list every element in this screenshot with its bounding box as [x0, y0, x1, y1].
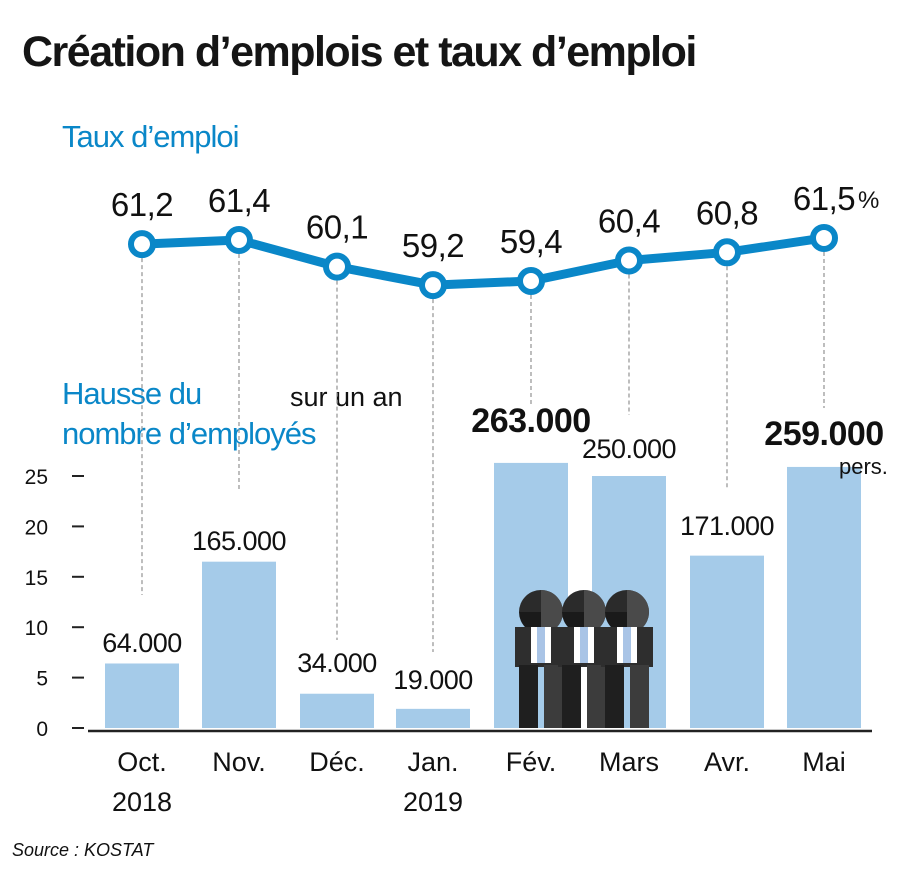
subtitle: sur un an	[290, 382, 403, 412]
line-point-2	[323, 252, 351, 281]
line-point-4	[517, 267, 545, 295]
y-tick-label-20: 20	[25, 516, 48, 539]
y-tick-label-5: 5	[36, 668, 48, 691]
bar-value-label-3: 19.000	[393, 665, 473, 695]
line-value-label-2: 60,1	[306, 209, 368, 246]
line-point-3	[419, 271, 447, 300]
bar-series-label: Hausse du nombre d’employés	[62, 374, 317, 454]
line-value-label-7: 61,5	[793, 180, 855, 217]
x-tick-label-5: Mars	[599, 747, 659, 777]
line-point-7	[810, 223, 838, 252]
source-note: Source : KOSTAT	[12, 840, 154, 860]
bar-value-label-1: 165.000	[192, 526, 286, 556]
line-value-label-3: 59,2	[402, 227, 464, 264]
businessman-figure-0	[515, 590, 567, 728]
bar-value-label-5: 250.000	[582, 434, 676, 464]
bar-6	[690, 555, 764, 728]
bar-3	[396, 708, 470, 728]
line-series-path	[137, 233, 829, 290]
x-tick-label-4: Fév.	[506, 747, 557, 777]
y-axis: 0 5 10 15 20 25	[25, 466, 84, 741]
x-tick-label-6: Avr.	[704, 747, 750, 777]
line-value-label-5: 60,4	[598, 203, 660, 240]
businessman-figure-2	[601, 590, 653, 728]
line-point-6	[713, 238, 741, 267]
line-value-label-6: 60,8	[696, 194, 758, 231]
x-tick-label-2: Déc.	[309, 747, 365, 777]
line-point-1	[225, 226, 253, 254]
guide-lines	[141, 251, 825, 652]
bar-value-label-4: 263.000	[471, 402, 590, 440]
x-tick-label-3: Jan.	[407, 747, 458, 777]
bar-0	[105, 663, 179, 728]
businessman-figure-1	[558, 590, 610, 728]
y-tick-label-15: 15	[25, 567, 48, 590]
line-unit-label: %	[858, 187, 879, 214]
bar-unit-label: pers.	[839, 454, 888, 479]
bar-value-label-2: 34.000	[297, 648, 377, 678]
line-series: 61,2 61,4 60,1 59,2 59,4 60,4 60,8 61,5%	[111, 180, 879, 300]
x-tick-label-0-year: 2018	[112, 787, 172, 817]
bar-1	[202, 561, 276, 728]
line-point-5	[615, 246, 643, 275]
x-tick-label-0: Oct.	[117, 747, 167, 777]
bar-7	[787, 466, 861, 728]
line-series-label: Taux d’emploi	[62, 119, 240, 154]
line-value-label-1: 61,4	[208, 182, 270, 219]
x-tick-label-3-year: 2019	[403, 787, 463, 817]
bar-value-label-0: 64.000	[102, 628, 182, 658]
line-point-0	[128, 230, 156, 259]
y-tick-label-0: 0	[36, 718, 48, 741]
bar-value-label-7: 259.000	[764, 415, 883, 453]
y-tick-label-10: 10	[25, 617, 48, 640]
bar-2	[300, 693, 374, 728]
bar-series-label-line1: Hausse du	[62, 376, 202, 411]
bar-series-label-line2: nombre d’employés	[62, 416, 317, 451]
chart-title: Création d’emplois et taux d’emploi	[22, 28, 697, 76]
businessmen-icon	[515, 590, 653, 728]
x-tick-label-7: Mai	[802, 747, 846, 777]
line-value-label-0: 61,2	[111, 186, 173, 223]
x-axis: Oct. 2018 Nov. Déc. Jan. 2019 Fév. Mars Avr. Mai	[88, 729, 872, 817]
y-tick-label-25: 25	[25, 466, 48, 489]
line-value-label-4: 59,4	[500, 223, 562, 260]
bar-value-label-6: 171.000	[680, 511, 774, 541]
x-tick-label-1: Nov.	[212, 747, 266, 777]
